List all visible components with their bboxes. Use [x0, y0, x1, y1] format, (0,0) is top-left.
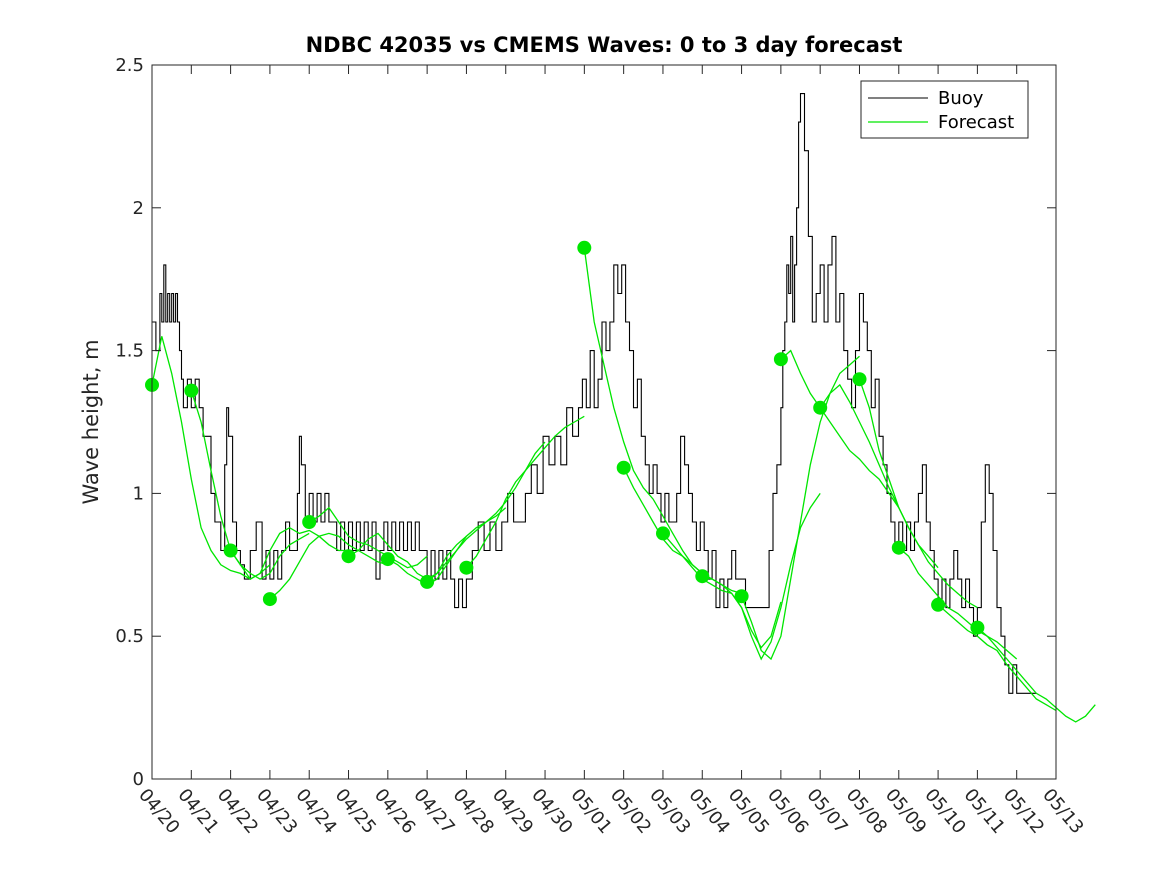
- y-tick-label: 2: [133, 198, 144, 219]
- forecast-start-marker: [813, 400, 828, 415]
- forecast-start-marker: [184, 383, 199, 398]
- forecast-run-line: [465, 415, 585, 569]
- y-tick-label: 0.5: [115, 626, 144, 647]
- y-tick-label: 2.5: [115, 55, 144, 76]
- forecast-run-line: [937, 604, 1057, 712]
- forecast-start-marker: [577, 240, 592, 255]
- axes-box: [151, 64, 1057, 780]
- forecast-start-marker: [459, 560, 474, 575]
- forecast-run-line: [308, 506, 428, 569]
- y-axis-label: Wave height, m: [79, 339, 103, 504]
- plot-area: [145, 93, 1096, 723]
- chart-title: NDBC 42035 vs CMEMS Waves: 0 to 3 day fo…: [306, 33, 903, 57]
- forecast-start-marker: [931, 597, 946, 612]
- forecast-start-marker: [380, 552, 395, 567]
- forecast-run-line: [230, 526, 349, 580]
- forecast-run-line: [702, 493, 821, 661]
- forecast-run-line: [662, 532, 782, 649]
- forecast-start-marker: [262, 592, 277, 607]
- buoy-series-line: [152, 93, 1037, 694]
- forecast-start-marker: [852, 372, 867, 387]
- forecast-run-line: [269, 532, 388, 600]
- forecast-run-line: [190, 390, 310, 580]
- forecast-start-marker: [695, 569, 710, 584]
- forecast-start-marker: [616, 460, 631, 475]
- forecast-start-marker: [302, 515, 317, 529]
- legend-buoy-label: Buoy: [938, 88, 984, 109]
- y-tick-label: 1.5: [115, 341, 144, 362]
- y-tick-label: 1: [133, 483, 144, 504]
- forecast-run-line: [583, 247, 703, 574]
- forecast-start-marker: [734, 589, 749, 604]
- forecast-run-line: [780, 349, 900, 509]
- forecast-start-marker: [891, 540, 906, 555]
- legend-forecast-label: Forecast: [938, 112, 1014, 133]
- forecast-run-line: [858, 378, 978, 609]
- forecast-start-marker: [223, 543, 238, 558]
- forecast-run-line: [348, 532, 467, 580]
- forecast-start-marker: [656, 526, 670, 541]
- legend-box: [860, 80, 1029, 139]
- legend: Buoy Forecast: [860, 80, 1029, 139]
- forecast-start-marker: [773, 352, 788, 367]
- forecast-start-marker: [341, 549, 356, 564]
- forecast-start-marker: [970, 620, 985, 635]
- forecast-run-line: [740, 355, 860, 661]
- forecast-start-marker: [420, 574, 435, 589]
- y-tick-label: 0: [133, 769, 144, 790]
- forecast-run-line: [898, 547, 1018, 660]
- forecast-run-line: [976, 627, 1096, 723]
